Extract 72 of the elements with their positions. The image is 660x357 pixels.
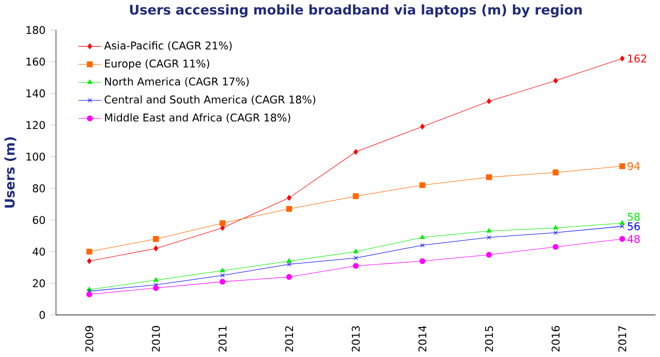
y-tick-label: 140 bbox=[26, 89, 45, 98]
y-tick-label: 180 bbox=[26, 26, 45, 34]
point bbox=[353, 248, 358, 254]
x-tick-label: 2016 bbox=[552, 326, 560, 352]
point bbox=[220, 220, 226, 226]
point bbox=[86, 292, 92, 298]
point bbox=[86, 248, 92, 255]
data-label: 94 bbox=[628, 162, 640, 170]
point bbox=[419, 182, 426, 188]
point bbox=[620, 220, 625, 225]
point bbox=[419, 258, 426, 264]
data-label: 58 bbox=[628, 212, 640, 221]
point bbox=[620, 56, 625, 62]
y-tick-label: 160 bbox=[26, 58, 45, 66]
chart-title: Users accessing mobile broadband via laptops (m) by region bbox=[130, 4, 582, 18]
point bbox=[620, 224, 624, 229]
point bbox=[553, 225, 558, 230]
data-label: 56 bbox=[628, 222, 640, 230]
y-tick-label: 120 bbox=[26, 121, 45, 130]
point bbox=[152, 285, 159, 292]
point bbox=[553, 78, 558, 84]
y-tick-label: 60 bbox=[32, 216, 45, 224]
x-tick-label: 2010 bbox=[152, 326, 160, 352]
point bbox=[220, 268, 226, 272]
data-label: 162 bbox=[628, 54, 646, 63]
y-axis-title: Users (m) bbox=[4, 137, 16, 208]
x-tick-label: 2009 bbox=[85, 326, 94, 352]
point bbox=[286, 258, 292, 263]
x-tick-label: 2017 bbox=[618, 326, 626, 352]
point bbox=[619, 163, 626, 170]
point bbox=[352, 263, 359, 269]
point bbox=[220, 278, 226, 285]
legend-label: Middle East and Africa (CAGR 18%) bbox=[105, 113, 290, 123]
point bbox=[354, 149, 358, 155]
point bbox=[420, 234, 425, 240]
x-tick-label: 2013 bbox=[352, 326, 360, 352]
y-tick-label: 100 bbox=[26, 152, 45, 161]
point bbox=[554, 230, 558, 235]
point bbox=[420, 124, 425, 130]
y-tick-label: 0 bbox=[40, 311, 45, 320]
point bbox=[87, 258, 92, 264]
legend-label: North America (CAGR 17%) bbox=[105, 77, 249, 87]
point bbox=[486, 228, 492, 233]
point bbox=[287, 262, 292, 267]
legend-label: Central and South America (CAGR 18%) bbox=[104, 95, 316, 105]
data-label: 48 bbox=[627, 235, 640, 244]
legend-label: Asia-Pacific (CAGR 21%) bbox=[104, 41, 232, 51]
y-tick-label: 20 bbox=[32, 279, 45, 288]
point bbox=[420, 243, 425, 248]
x-tick-label: 2014 bbox=[418, 326, 426, 352]
point bbox=[286, 206, 292, 212]
point bbox=[486, 174, 492, 180]
point bbox=[552, 170, 559, 176]
point bbox=[153, 277, 158, 282]
point bbox=[486, 252, 492, 258]
x-tick-label: 2015 bbox=[485, 326, 494, 352]
x-tick-label: 2012 bbox=[285, 326, 294, 352]
point bbox=[619, 236, 626, 242]
point bbox=[220, 273, 225, 278]
point bbox=[152, 236, 159, 242]
y-tick-label: 80 bbox=[32, 184, 45, 192]
x-tick-label: 2011 bbox=[218, 326, 227, 352]
point bbox=[354, 256, 358, 260]
point bbox=[286, 195, 292, 201]
point bbox=[486, 98, 492, 104]
point bbox=[552, 244, 559, 250]
point bbox=[154, 246, 158, 252]
point bbox=[352, 193, 359, 200]
legend-label: Europe (CAGR 11%) bbox=[105, 59, 210, 70]
y-tick-label: 40 bbox=[32, 248, 45, 256]
point bbox=[486, 235, 492, 240]
point bbox=[286, 274, 292, 280]
